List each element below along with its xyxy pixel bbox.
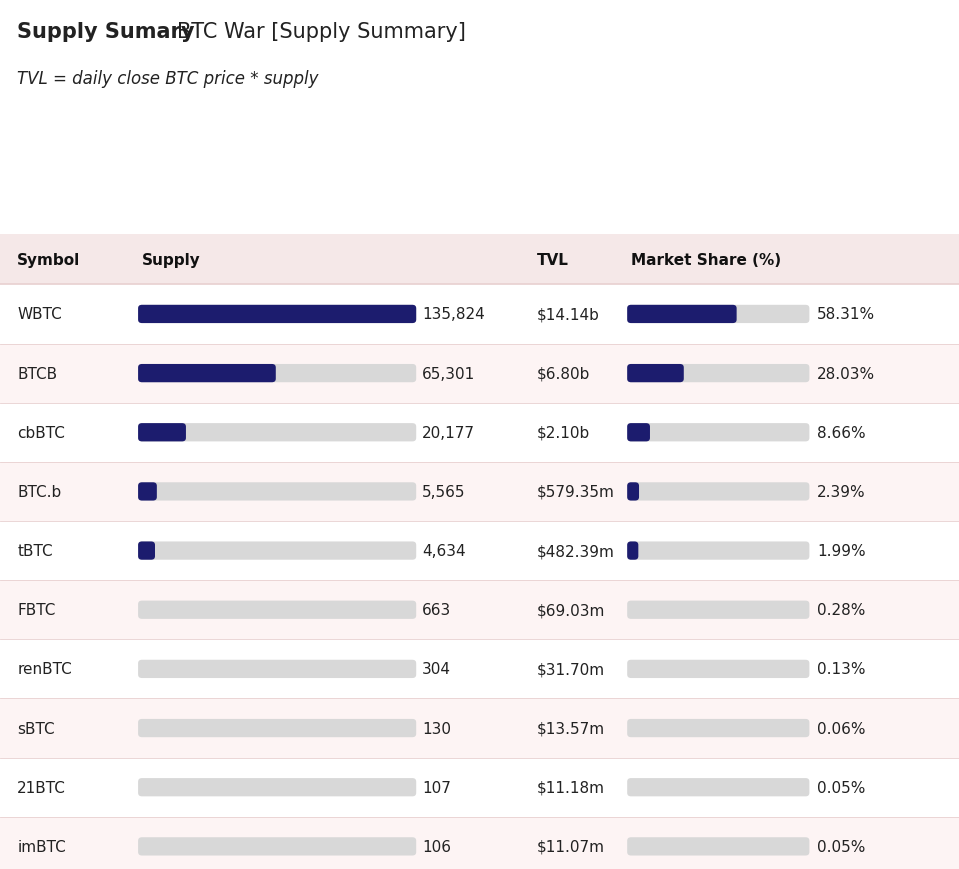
Text: 2.39%: 2.39% [817,484,866,500]
Text: 0.13%: 0.13% [817,661,866,677]
Text: $11.07m: $11.07m [537,839,605,854]
FancyBboxPatch shape [627,483,809,501]
FancyBboxPatch shape [627,601,809,620]
Text: $69.03m: $69.03m [537,602,605,618]
FancyBboxPatch shape [138,838,416,856]
FancyBboxPatch shape [138,483,416,501]
FancyBboxPatch shape [627,424,809,442]
Text: $13.57m: $13.57m [537,720,605,736]
Text: $6.80b: $6.80b [537,366,591,381]
Bar [0,403,959,462]
FancyBboxPatch shape [138,720,416,737]
Text: Supply: Supply [142,252,200,268]
FancyBboxPatch shape [627,660,809,679]
FancyBboxPatch shape [627,365,809,383]
Text: 304: 304 [422,661,451,677]
FancyBboxPatch shape [627,779,809,797]
Text: 65,301: 65,301 [422,366,476,381]
Text: 58.31%: 58.31% [817,307,876,322]
Bar [0,462,959,521]
Text: 20,177: 20,177 [422,425,475,441]
Bar [0,640,959,699]
FancyBboxPatch shape [138,424,416,442]
Text: $31.70m: $31.70m [537,661,605,677]
Text: 663: 663 [422,602,452,618]
Bar [0,699,959,758]
FancyBboxPatch shape [138,779,416,797]
Text: renBTC: renBTC [17,661,72,677]
Text: 21BTC: 21BTC [17,779,66,795]
FancyBboxPatch shape [138,542,416,561]
FancyBboxPatch shape [138,305,416,324]
Bar [0,285,959,344]
Text: 0.28%: 0.28% [817,602,865,618]
FancyBboxPatch shape [138,424,186,442]
FancyBboxPatch shape [138,305,416,324]
Text: BTC War [Supply Summary]: BTC War [Supply Summary] [177,22,466,42]
Text: cbBTC: cbBTC [17,425,65,441]
Bar [0,344,959,403]
FancyBboxPatch shape [627,542,809,561]
Text: Supply Sumary: Supply Sumary [17,22,195,42]
Text: TVL: TVL [537,252,569,268]
Text: $482.39m: $482.39m [537,543,615,559]
Text: 0.05%: 0.05% [817,839,865,854]
FancyBboxPatch shape [138,365,276,383]
Text: 0.06%: 0.06% [817,720,866,736]
Text: $579.35m: $579.35m [537,484,615,500]
Text: 1.99%: 1.99% [817,543,866,559]
Bar [0,521,959,580]
FancyBboxPatch shape [627,720,809,737]
Bar [0,817,959,869]
Text: 28.03%: 28.03% [817,366,876,381]
Text: 8.66%: 8.66% [817,425,866,441]
Text: TVL = daily close BTC price * supply: TVL = daily close BTC price * supply [17,70,318,88]
FancyBboxPatch shape [627,424,650,442]
FancyBboxPatch shape [138,542,155,561]
Text: 107: 107 [422,779,451,795]
FancyBboxPatch shape [627,542,639,561]
FancyBboxPatch shape [138,365,416,383]
Text: $2.10b: $2.10b [537,425,591,441]
Text: WBTC: WBTC [17,307,62,322]
FancyBboxPatch shape [627,483,639,501]
FancyBboxPatch shape [138,601,416,620]
Text: Symbol: Symbol [17,252,81,268]
Text: Market Share (%): Market Share (%) [631,252,782,268]
Text: BTC.b: BTC.b [17,484,61,500]
Text: 0.05%: 0.05% [817,779,865,795]
Text: sBTC: sBTC [17,720,55,736]
Bar [0,580,959,640]
FancyBboxPatch shape [138,660,416,679]
FancyBboxPatch shape [627,305,809,324]
Text: $11.18m: $11.18m [537,779,605,795]
Text: $14.14b: $14.14b [537,307,600,322]
Text: FBTC: FBTC [17,602,56,618]
Text: 106: 106 [422,839,451,854]
FancyBboxPatch shape [627,365,684,383]
FancyBboxPatch shape [627,838,809,856]
Text: tBTC: tBTC [17,543,53,559]
Text: 4,634: 4,634 [422,543,465,559]
Text: 130: 130 [422,720,451,736]
Text: 5,565: 5,565 [422,484,465,500]
Bar [0,235,959,285]
Text: 135,824: 135,824 [422,307,484,322]
Bar [0,758,959,817]
Text: BTCB: BTCB [17,366,58,381]
FancyBboxPatch shape [138,483,157,501]
Text: imBTC: imBTC [17,839,66,854]
FancyBboxPatch shape [627,305,737,324]
